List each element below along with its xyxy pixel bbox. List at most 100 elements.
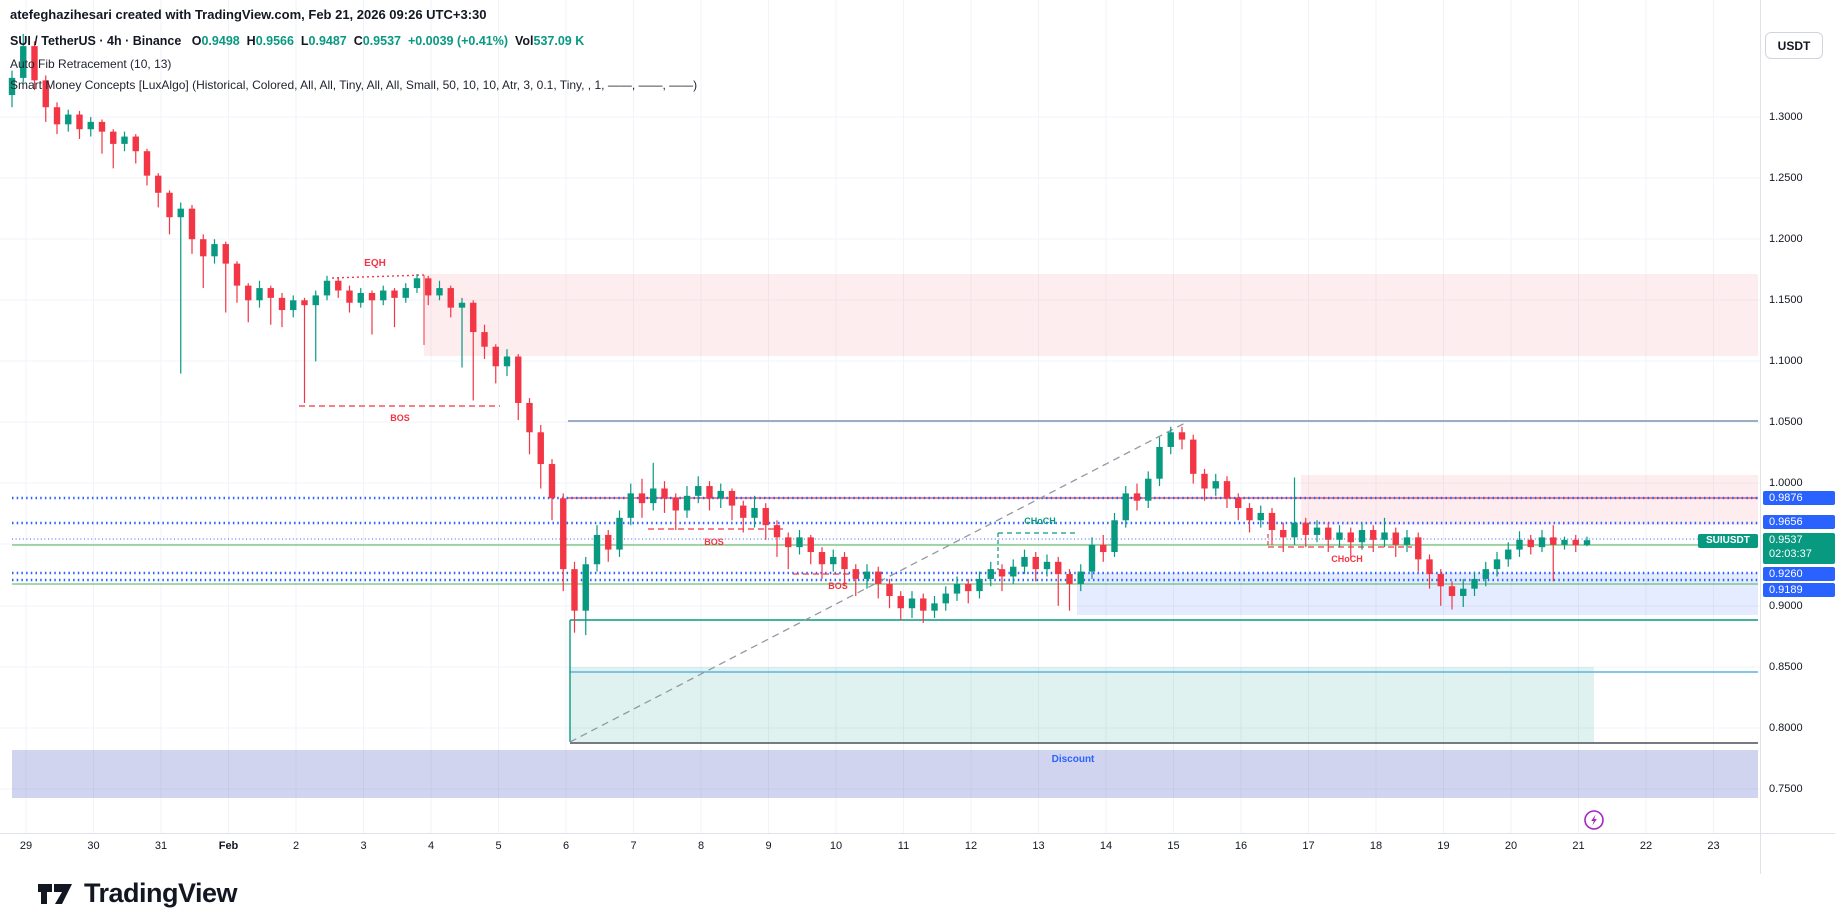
candle xyxy=(1178,432,1186,440)
symbol-row[interactable]: SUI / TetherUS · 4h · Binance O0.9498 H0… xyxy=(10,32,697,51)
candle xyxy=(638,493,646,504)
symbol-title[interactable]: SUI / TetherUS · 4h · Binance xyxy=(10,34,182,49)
price-axis[interactable]: 0.9537 02:03:37 1.3000 1.2500 1.2000 1.1500… xyxy=(1760,0,1835,833)
chart-legend: atefeghazihesari created with TradingVie… xyxy=(10,5,697,95)
candle xyxy=(1448,586,1456,597)
annotation-label-bos: BOS xyxy=(828,581,848,591)
time-label-19: 19 xyxy=(1437,840,1450,852)
discount-zone xyxy=(12,750,1758,798)
price-tick-1.1500: 1.1500 xyxy=(1769,294,1803,306)
time-label-29: 29 xyxy=(19,840,33,852)
candle xyxy=(87,121,94,130)
candle xyxy=(1032,556,1039,570)
candle xyxy=(1381,532,1388,540)
candle xyxy=(155,175,162,193)
candle xyxy=(672,498,679,511)
candle xyxy=(8,77,16,96)
candle xyxy=(548,464,556,499)
indicator-auto-fib[interactable]: Auto Fib Retracement (10, 13) xyxy=(10,56,172,71)
time-label-4: 4 xyxy=(427,840,435,852)
candle xyxy=(627,493,634,518)
time-label-3: 3 xyxy=(360,840,367,852)
indicator-smc[interactable]: Smart Money Concepts [LuxAlgo] (Historic… xyxy=(10,78,698,93)
candle xyxy=(593,534,601,565)
candle xyxy=(233,263,241,286)
candle xyxy=(1572,539,1579,546)
candle xyxy=(683,495,691,511)
candle xyxy=(976,578,983,592)
price-chart[interactable]: EQH BOS BOS BOS CHoCH CHoCH Discount xyxy=(0,0,1760,833)
ohlc-open-label: O xyxy=(191,34,202,49)
chart-pane[interactable]: EQH BOS BOS BOS CHoCH CHoCH Discount xyxy=(0,0,1760,833)
candle xyxy=(200,239,207,257)
market-status-icon[interactable] xyxy=(1583,809,1605,831)
candle xyxy=(222,244,229,264)
ohlc-open-value: 0.9498 xyxy=(201,34,240,49)
candle xyxy=(256,288,263,301)
time-label-30: 30 xyxy=(87,840,100,852)
candle xyxy=(1010,566,1017,577)
time-label-2: 2 xyxy=(292,840,300,852)
candle xyxy=(717,490,724,499)
candle xyxy=(1505,549,1512,560)
candle xyxy=(177,208,184,218)
candle xyxy=(1167,432,1174,447)
ohlc-close-label: C xyxy=(353,34,363,49)
candle xyxy=(1257,512,1264,521)
time-label-12: 12 xyxy=(964,840,978,852)
ohlc-low-label: L xyxy=(300,34,309,49)
price-tick-1.1000: 1.1000 xyxy=(1769,355,1803,367)
annotation-label-eqh: EQH xyxy=(364,258,386,269)
time-axis[interactable]: 29 30 31 Feb 2 3 4 5 6 7 8 9 10 11 12 13 14 15 16 17 18 19 20 2… xyxy=(0,833,1760,874)
candle xyxy=(1145,478,1152,501)
ohlc-high-value: 0.9566 xyxy=(255,34,294,49)
candle xyxy=(166,192,173,218)
time-label-11: 11 xyxy=(897,840,910,852)
candle xyxy=(695,486,702,496)
candle xyxy=(526,402,533,433)
candle xyxy=(773,525,781,538)
candle xyxy=(537,432,544,465)
candle xyxy=(335,280,342,291)
candle xyxy=(1426,559,1433,575)
candle xyxy=(830,556,837,565)
candle xyxy=(31,46,38,81)
candle xyxy=(1392,532,1399,545)
time-label-20: 20 xyxy=(1504,840,1518,852)
candle xyxy=(1313,527,1321,535)
candle xyxy=(1212,481,1219,489)
candle xyxy=(1223,481,1231,499)
fib-level-badge-0.9656: 0.9656 xyxy=(1763,515,1835,529)
candle xyxy=(785,537,792,548)
time-label-15: 15 xyxy=(1167,840,1180,852)
candle xyxy=(503,356,511,367)
candle xyxy=(458,302,466,308)
time-label-8: 8 xyxy=(697,840,705,852)
candle xyxy=(1246,508,1253,521)
candle xyxy=(875,571,882,584)
candle xyxy=(706,486,713,499)
candle xyxy=(346,290,353,303)
price-tick-1.0500: 1.0500 xyxy=(1769,416,1803,428)
candle xyxy=(1527,539,1534,548)
symbol-name-badge: SUIUSDT xyxy=(1698,534,1758,548)
price-tick-1.0000: 1.0000 xyxy=(1769,477,1803,489)
tradingview-logo[interactable]: TradingView xyxy=(38,878,238,909)
candle xyxy=(728,490,736,506)
price-tick-0.8500: 0.8500 xyxy=(1769,661,1803,673)
candle xyxy=(987,569,994,579)
change-value: +0.0039 (+0.41%) xyxy=(407,34,509,49)
supply-zone-top xyxy=(424,274,1758,356)
candle xyxy=(1133,493,1141,501)
currency-toggle-button[interactable]: USDT xyxy=(1765,32,1823,59)
candle xyxy=(1347,532,1354,543)
time-label-5: 5 xyxy=(495,840,502,852)
price-tick-1.2000: 1.2000 xyxy=(1769,233,1803,245)
candle xyxy=(391,290,398,298)
candle xyxy=(65,114,72,125)
candle xyxy=(98,121,106,132)
candle xyxy=(740,505,747,518)
candle xyxy=(852,569,859,579)
candle xyxy=(425,278,432,296)
